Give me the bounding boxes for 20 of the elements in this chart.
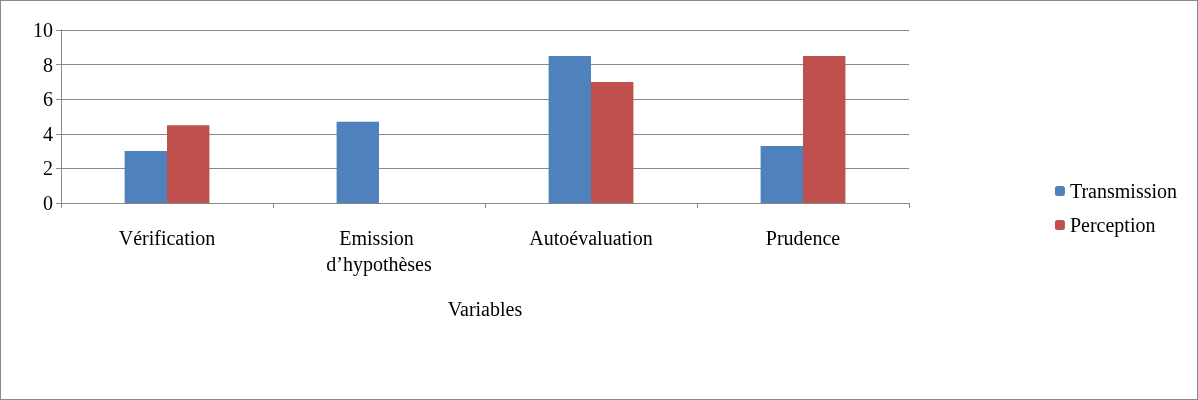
y-tick-label: 4	[43, 122, 53, 145]
x-tick-label: Vérification	[118, 227, 216, 249]
bar	[760, 145, 803, 203]
bar	[548, 55, 591, 203]
x-tick-label: Emission d’hypothèses	[326, 227, 432, 276]
x-tick-label: Prudence	[765, 227, 841, 249]
y-tick-label: 6	[43, 88, 53, 111]
x-tick-label: Autoévaluation	[529, 227, 653, 249]
bar	[803, 55, 846, 203]
y-tick-label: 0	[43, 192, 53, 214]
legend-label: Perception	[1069, 214, 1156, 237]
bar	[124, 151, 167, 203]
y-tick-label: 8	[43, 53, 53, 76]
x-axis-title: Variables	[447, 298, 523, 320]
legend-label: Transmission	[1069, 180, 1178, 202]
bar	[167, 125, 210, 203]
y-tick-label: 2	[43, 157, 53, 180]
bar	[336, 121, 379, 203]
bar	[591, 81, 634, 203]
y-tick-label: 10	[33, 19, 53, 41]
